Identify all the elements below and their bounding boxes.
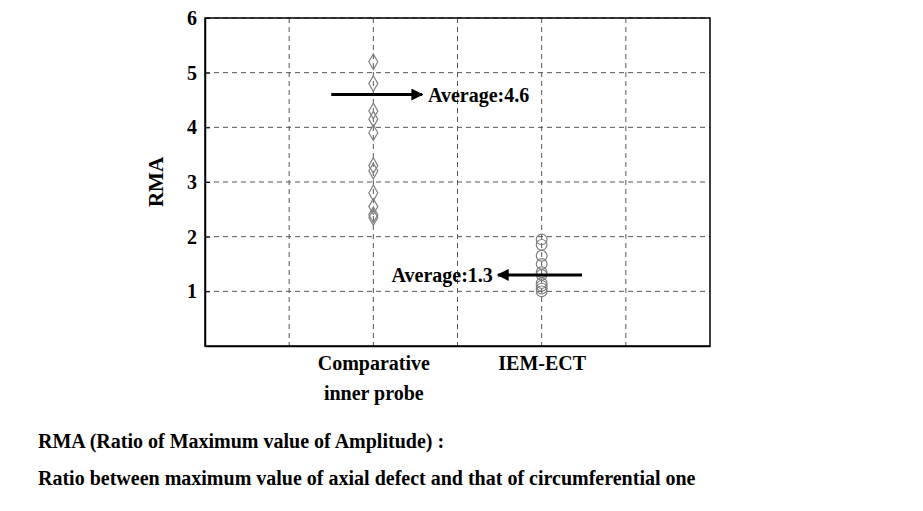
point <box>369 163 378 179</box>
y-tick: 3 <box>187 171 210 193</box>
grid-line <box>457 18 458 346</box>
plot-frame <box>205 18 710 346</box>
tick-mark <box>205 127 210 128</box>
tick-label: 1 <box>187 280 197 302</box>
annotation-arrow <box>498 273 582 276</box>
y-tick: 4 <box>187 116 210 138</box>
point <box>536 283 547 294</box>
caption: Ratio between maximum value of axial def… <box>38 467 696 489</box>
annotation-label: Average:4.6 <box>428 84 529 107</box>
x-axis: Comparative inner probe IEM-ECT <box>206 346 711 405</box>
tick-label-line: inner probe <box>324 382 424 405</box>
point <box>369 125 378 141</box>
tick-label: 6 <box>187 7 197 29</box>
tick-label: 3 <box>187 171 197 193</box>
tick-label: Comparative inner probe <box>318 352 430 405</box>
point <box>369 158 378 174</box>
point <box>369 54 378 70</box>
x-axis-line <box>206 346 711 348</box>
tick-label: IEM-ECT <box>498 352 586 374</box>
points <box>369 54 547 297</box>
tick-label: 5 <box>187 62 197 84</box>
y-tick: 2 <box>187 226 210 248</box>
grid-line <box>289 18 290 346</box>
tick-mark <box>205 73 210 74</box>
grid-line <box>625 18 626 346</box>
x-tick: Comparative inner probe <box>318 346 430 405</box>
chart: 1 2 3 4 5 6 Comparative inner probe IEM-ECT RMA Av… <box>0 0 923 511</box>
point <box>536 240 547 251</box>
tick-label-line: Comparative <box>318 352 430 375</box>
y-tick: 6 <box>187 7 210 29</box>
tick-label: 4 <box>187 116 197 138</box>
y-axis: 1 2 3 4 5 6 <box>187 7 210 347</box>
grid-line <box>373 18 374 346</box>
tick-label-line: IEM-ECT <box>498 352 586 374</box>
annotations: Average:4.6 Average:1.3 <box>331 84 582 287</box>
point <box>369 76 378 92</box>
y-axis-title: RMA <box>144 156 168 207</box>
grid <box>205 18 710 346</box>
x-tick: IEM-ECT <box>498 346 586 374</box>
point <box>536 286 547 297</box>
point <box>369 210 378 226</box>
annotation-label: Average:1.3 <box>392 264 493 287</box>
tick-mark <box>205 237 210 238</box>
tick-mark <box>205 182 210 183</box>
tick-label: 2 <box>187 226 197 248</box>
caption: RMA (Ratio of Maximum value of Amplitude… <box>38 430 444 453</box>
tick-mark <box>205 291 210 292</box>
y-tick: 1 <box>187 280 210 302</box>
y-tick: 5 <box>187 62 210 84</box>
annotation-arrow <box>331 93 422 96</box>
tick-mark <box>205 18 210 19</box>
